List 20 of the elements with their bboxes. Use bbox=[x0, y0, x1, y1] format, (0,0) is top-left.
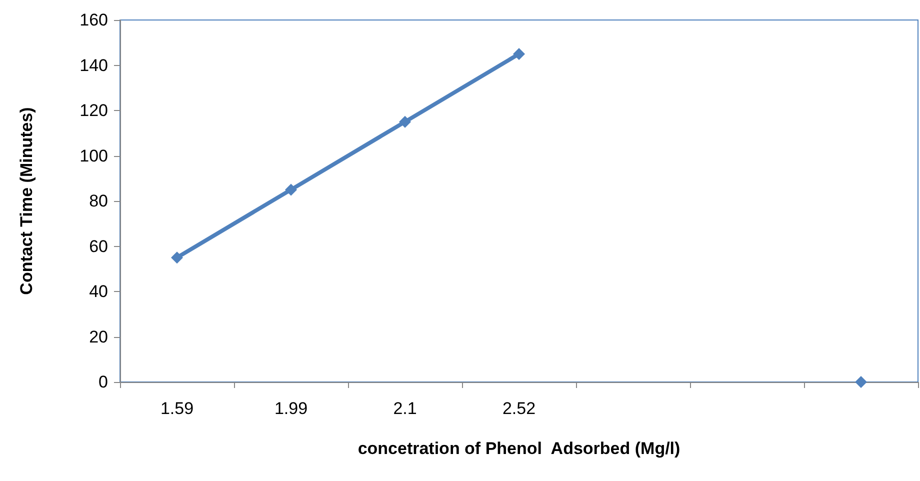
y-tick-label: 40 bbox=[89, 282, 108, 301]
y-tick-label: 160 bbox=[80, 10, 108, 30]
point bbox=[285, 184, 297, 196]
point bbox=[513, 48, 525, 60]
y-axis-title: Contact Time (Minutes) bbox=[17, 107, 36, 295]
y-tick-label: 80 bbox=[89, 192, 108, 210]
y-tick-label: 120 bbox=[80, 101, 108, 120]
x-tick-label: 2.1 bbox=[393, 399, 417, 418]
x-axis-title: concetration of Phenol Adsorbed (Mg/l) bbox=[358, 439, 680, 458]
y-tick-label: 140 bbox=[80, 56, 108, 75]
x-tick-label: 1.59 bbox=[160, 399, 194, 418]
y-tick-label: 0 bbox=[98, 372, 108, 392]
y-tick-label: 20 bbox=[89, 327, 108, 346]
y-tick-label: 60 bbox=[89, 236, 108, 256]
x-tick-label: 1.99 bbox=[274, 399, 308, 418]
y-tick-label: 100 bbox=[80, 146, 108, 166]
point bbox=[855, 376, 867, 388]
point bbox=[399, 116, 411, 128]
point bbox=[171, 252, 183, 264]
x-tick-label: 2.52 bbox=[502, 399, 536, 418]
